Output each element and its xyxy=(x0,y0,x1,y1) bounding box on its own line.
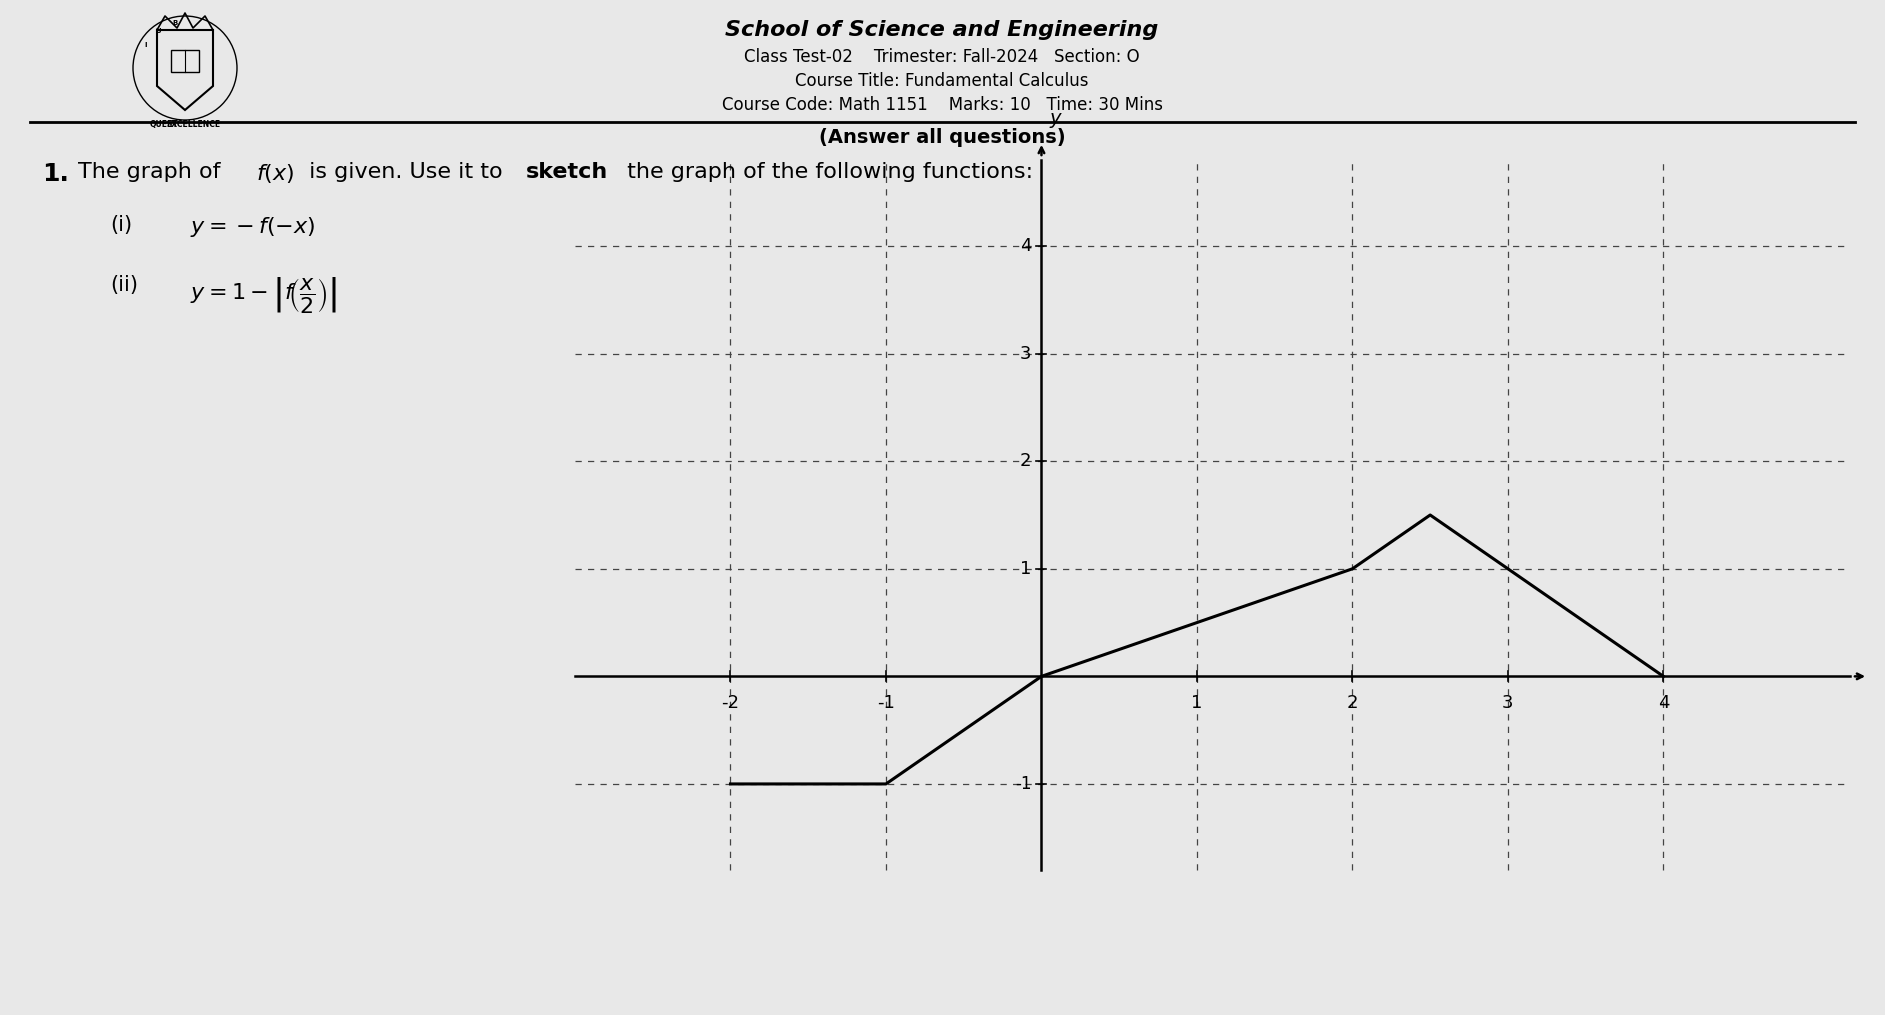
Text: 3: 3 xyxy=(1502,694,1514,713)
Text: 1: 1 xyxy=(1191,694,1203,713)
Text: 1.: 1. xyxy=(41,162,70,186)
Text: The graph of: The graph of xyxy=(77,162,228,182)
Text: $y$: $y$ xyxy=(1050,111,1063,130)
Text: U: U xyxy=(155,27,160,33)
Text: Course Title: Fundamental Calculus: Course Title: Fundamental Calculus xyxy=(795,72,1090,90)
Text: School of Science and Engineering: School of Science and Engineering xyxy=(726,20,1159,40)
Text: -1: -1 xyxy=(1014,774,1031,793)
Text: (i): (i) xyxy=(109,215,132,235)
Text: 4: 4 xyxy=(1657,694,1668,713)
Text: -1: -1 xyxy=(877,694,895,713)
Text: the graph of the following functions:: the graph of the following functions: xyxy=(620,162,1033,182)
Text: EXCELLENCE: EXCELLENCE xyxy=(166,120,221,129)
Text: 2: 2 xyxy=(1020,453,1031,470)
Text: $y = -f(-x)$: $y = -f(-x)$ xyxy=(190,215,315,239)
Text: Course Code: Math 1151    Marks: 10   Time: 30 Mins: Course Code: Math 1151 Marks: 10 Time: 3… xyxy=(722,96,1163,114)
Text: B: B xyxy=(173,20,177,26)
Text: 3: 3 xyxy=(1020,345,1031,362)
Text: 4: 4 xyxy=(1020,238,1031,255)
Text: Class Test-02    Trimester: Fall-2024   Section: O: Class Test-02 Trimester: Fall-2024 Secti… xyxy=(745,48,1140,66)
Text: -2: -2 xyxy=(722,694,739,713)
Text: sketch: sketch xyxy=(526,162,609,182)
Bar xyxy=(172,50,200,72)
Text: 1: 1 xyxy=(1020,560,1031,578)
Text: I: I xyxy=(143,42,147,48)
Text: (ii): (ii) xyxy=(109,275,138,295)
Text: (Answer all questions): (Answer all questions) xyxy=(818,128,1065,147)
Text: $f(x)$: $f(x)$ xyxy=(256,162,294,185)
Text: QUEST: QUEST xyxy=(151,120,179,129)
Text: is given. Use it to: is given. Use it to xyxy=(302,162,509,182)
Text: 2: 2 xyxy=(1346,694,1359,713)
Text: $y = 1 - \left|f\!\left(\dfrac{x}{2}\right)\right|$: $y = 1 - \left|f\!\left(\dfrac{x}{2}\rig… xyxy=(190,275,337,315)
